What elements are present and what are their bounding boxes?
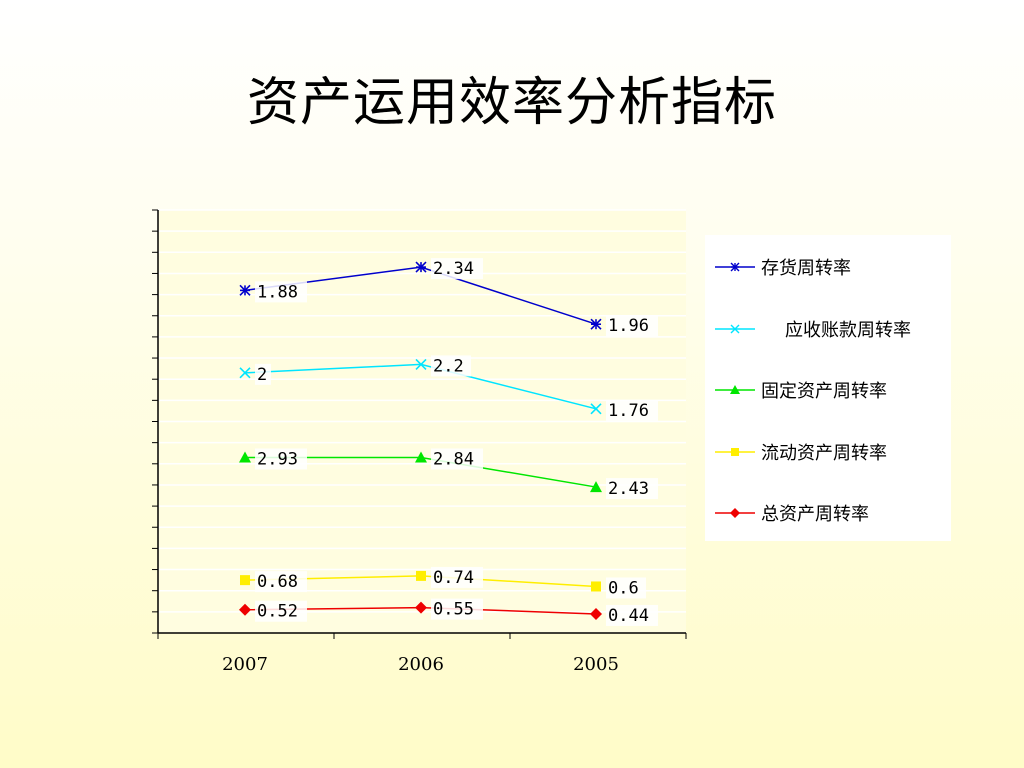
data-label-bg <box>606 399 658 421</box>
data-label-bg <box>255 448 307 470</box>
legend-item: 存货周转率 <box>715 255 851 279</box>
data-label: 0.74 <box>433 568 474 588</box>
data-label: 2.84 <box>433 449 474 469</box>
legend-item: 固定资产周转率 <box>715 378 887 402</box>
data-point <box>590 607 602 620</box>
data-label: 2 <box>257 365 267 385</box>
data-label-bg <box>431 355 471 377</box>
page-title: 资产运用效率分析指标 <box>246 73 777 133</box>
legend-swatch <box>715 262 755 272</box>
data-label-bg <box>255 600 307 622</box>
x-tick-label: 2006 <box>398 654 444 675</box>
data-label: 2.2 <box>433 356 464 376</box>
data-label: 0.68 <box>257 572 298 592</box>
data-label-bg <box>255 281 307 303</box>
data-point <box>240 575 250 586</box>
data-label-bg <box>431 258 483 280</box>
legend-swatch <box>715 508 755 518</box>
legend-label: 应收账款周转率 <box>785 320 911 341</box>
data-label-bg <box>606 577 646 599</box>
chart-legend: 存货周转率应收账款周转率固定资产周转率 流动资产周转率 总资产周转率 <box>705 235 951 541</box>
x-tick-label: 2007 <box>222 654 268 675</box>
data-point <box>415 451 427 463</box>
data-label: 2.93 <box>257 449 298 469</box>
legend-swatch <box>715 385 755 394</box>
data-point <box>590 403 602 415</box>
data-label-bg <box>606 478 658 500</box>
data-label: 0.6 <box>608 578 639 598</box>
data-point <box>239 603 251 616</box>
data-label: 2.43 <box>608 479 649 499</box>
data-point <box>239 451 251 463</box>
data-label: 0.44 <box>608 606 649 626</box>
data-label: 1.96 <box>608 316 649 336</box>
data-label: 2.34 <box>433 259 474 279</box>
data-label: 0.52 <box>257 602 298 622</box>
data-label-bg <box>255 571 307 593</box>
data-point <box>416 570 426 581</box>
legend-item: 总资产周转率 <box>715 501 869 525</box>
legend-label: 存货周转率 <box>761 258 851 279</box>
legend-label: 固定资产周转率 <box>761 381 887 402</box>
data-label: 0.55 <box>433 600 474 620</box>
x-tick-label: 2005 <box>573 654 619 675</box>
legend-label: 流动资产周转率 <box>761 443 887 464</box>
data-point <box>239 367 251 379</box>
data-label: 1.76 <box>608 401 649 421</box>
data-point <box>590 318 602 330</box>
data-point <box>415 358 427 370</box>
data-point <box>590 481 602 493</box>
data-label-bg <box>431 448 483 470</box>
legend-swatch <box>715 324 755 334</box>
legend-item: 应收账款周转率 <box>715 317 911 341</box>
data-point <box>239 284 251 296</box>
data-label-bg <box>606 604 658 626</box>
legend-label: 总资产周转率 <box>761 504 869 525</box>
data-label-bg <box>255 363 271 385</box>
legend-item: 流动资产周转率 <box>715 440 887 464</box>
data-point <box>591 581 601 592</box>
data-label-bg <box>431 566 483 588</box>
data-label-bg <box>606 315 658 337</box>
legend-swatch <box>715 448 755 456</box>
data-label: 1.88 <box>257 282 298 302</box>
data-point <box>415 601 427 614</box>
data-point <box>415 261 427 273</box>
data-label-bg <box>431 598 483 620</box>
